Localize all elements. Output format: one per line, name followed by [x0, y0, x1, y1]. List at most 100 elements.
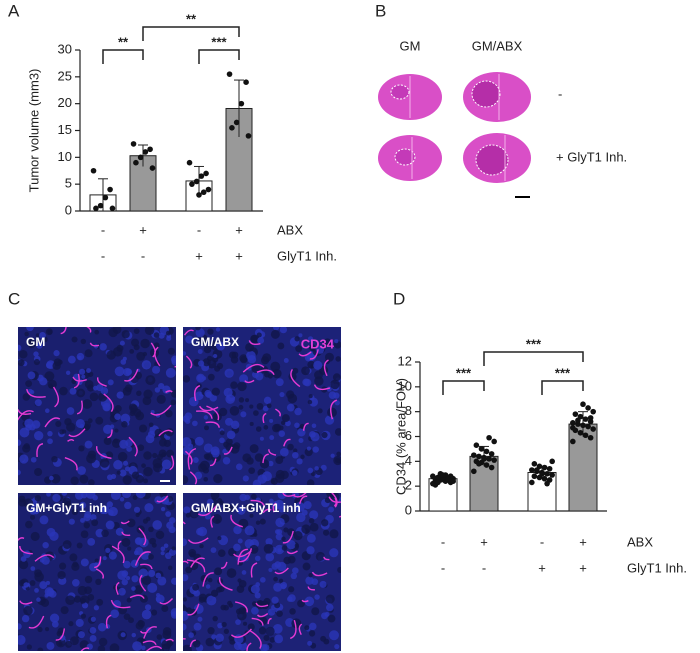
vessel [262, 453, 269, 464]
vessel [187, 537, 209, 544]
vessel [96, 446, 112, 460]
vessel [189, 639, 196, 648]
nucleus [262, 471, 272, 482]
nucleus [151, 365, 161, 374]
nucleus [152, 520, 163, 530]
nucleus [36, 597, 41, 602]
data-point [142, 149, 149, 155]
micrograph-label: GM/ABX+GlyT1 inh [191, 501, 301, 515]
vessel [154, 346, 161, 367]
nucleus [62, 540, 72, 549]
nucleus [219, 430, 225, 436]
nucleus [183, 574, 189, 582]
nucleus [31, 420, 41, 429]
data-point [587, 434, 594, 441]
nucleus [337, 566, 341, 573]
nucleus [132, 641, 142, 651]
nucleus [113, 460, 123, 470]
nucleus [274, 602, 281, 609]
y-tick-label: 25 [58, 68, 72, 83]
nucleus [249, 513, 254, 518]
nucleus [34, 494, 42, 502]
vessel [197, 505, 217, 517]
nucleus [115, 527, 124, 536]
nucleus [210, 493, 220, 500]
nucleus [44, 627, 50, 632]
nucleus [152, 452, 158, 459]
nucleus [103, 424, 113, 435]
nucleus [47, 438, 53, 445]
vessel [272, 502, 277, 513]
nucleus [35, 333, 40, 338]
nucleus [206, 595, 217, 606]
nucleus [121, 570, 129, 577]
nucleus [269, 498, 274, 504]
nucleus [95, 578, 102, 586]
vessel [34, 554, 55, 562]
data-point [471, 468, 477, 475]
vessel [60, 327, 67, 335]
nucleus [335, 356, 341, 362]
vessel [313, 384, 331, 391]
nucleus [39, 515, 49, 525]
vessel [67, 438, 75, 442]
nucleus [141, 645, 146, 651]
nucleus [294, 407, 302, 416]
vessel [174, 365, 176, 368]
nucleus [79, 474, 89, 484]
vessel [242, 363, 265, 373]
vessel [124, 368, 139, 382]
vessel [28, 615, 45, 629]
nucleus [235, 463, 243, 471]
micrograph-label: GM [26, 335, 45, 349]
nucleus [71, 508, 79, 516]
nucleus [229, 405, 240, 416]
nucleus [143, 451, 152, 460]
nucleus [145, 516, 151, 522]
micrographs [18, 327, 341, 651]
nucleus [306, 446, 312, 451]
nucleus [165, 409, 173, 418]
nucleus [171, 577, 176, 585]
nucleus [144, 503, 154, 513]
nucleus [116, 391, 124, 399]
nucleus [44, 408, 50, 414]
nucleus [131, 471, 140, 479]
nucleus [269, 637, 276, 643]
nucleus [278, 430, 286, 437]
data-point [483, 448, 490, 455]
nucleus [140, 338, 150, 349]
nucleus [96, 598, 104, 606]
condition-sign: - [482, 560, 486, 575]
nucleus [213, 353, 218, 359]
vessel [328, 496, 341, 503]
nucleus [230, 420, 240, 430]
nucleus [183, 644, 192, 651]
nucleus [122, 356, 127, 361]
y-axis-label: CD34 (% area/FOV) [393, 378, 408, 495]
nucleus [119, 469, 127, 477]
nucleus [280, 581, 288, 589]
nucleus [247, 354, 257, 364]
nucleus [154, 387, 161, 393]
vessel [275, 408, 281, 417]
micrograph-texture [183, 327, 341, 485]
nucleus [194, 471, 203, 480]
nucleus [329, 529, 339, 539]
nucleus [165, 428, 174, 437]
vessel [19, 600, 33, 605]
nucleus [55, 420, 62, 427]
nucleus [84, 511, 92, 519]
nucleus [284, 508, 290, 513]
nucleus [330, 379, 340, 390]
nucleus [98, 637, 108, 647]
nucleus [183, 538, 188, 547]
nucleus [73, 373, 80, 380]
nucleus [225, 417, 233, 426]
nucleus [61, 493, 68, 496]
nucleus [311, 423, 317, 429]
vessel [194, 385, 201, 402]
nucleus [81, 602, 89, 609]
y-tick-label: 6 [405, 428, 412, 443]
nucleus [193, 622, 202, 631]
